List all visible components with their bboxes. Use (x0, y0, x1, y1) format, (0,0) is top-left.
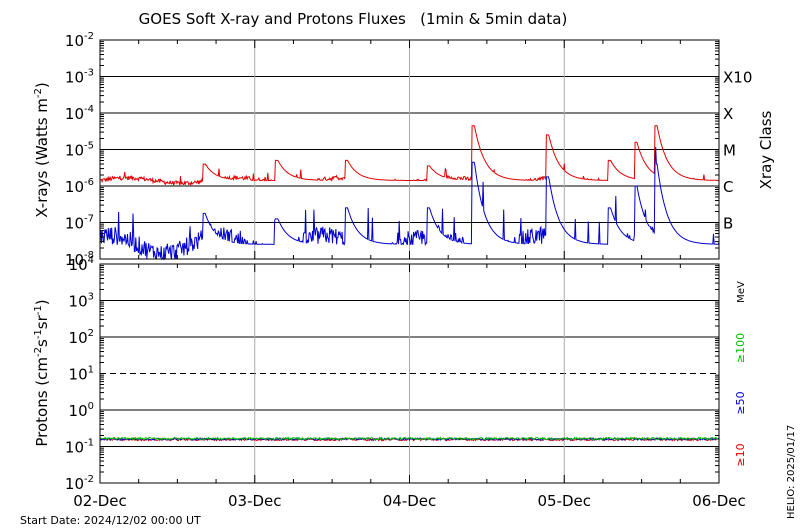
x-tick-label: 03-Dec (228, 492, 282, 510)
xray-class-label: M (723, 142, 736, 160)
xray-short-series (99, 147, 720, 261)
helio-date-label: HELIO: 2025/01/17 (786, 425, 797, 519)
x-axis-tick-labels: 02-Dec 03-Dec 04-Dec 05-Dec 06-Dec (73, 40, 746, 510)
proton-tick-label: 104 (69, 255, 94, 274)
xray-tick-label: 10-2 (65, 31, 94, 50)
proton-tick-label: 10-2 (65, 474, 94, 493)
xray-class-axis-title: Xray Class (757, 110, 775, 189)
proton-panel: 104 103 102 101 100 10-1 10-2 MeV ≥100 ≥50 ≥10 P… (33, 255, 747, 493)
xray-tick-label: 10-7 (65, 214, 94, 233)
proton-tick-label: 100 (69, 401, 94, 420)
xray-tick-label: 10-6 (65, 177, 94, 196)
chart-title: GOES Soft X-ray and Protons Fluxes (1min… (139, 10, 568, 28)
xray-class-label: X (723, 105, 733, 123)
xray-tick-label: 10-8 (65, 250, 94, 269)
proton-tick-label: 102 (69, 328, 94, 347)
proton-tick-label: 101 (69, 365, 94, 384)
xray-class-label: B (723, 215, 733, 233)
x-tick-label: 06-Dec (692, 492, 746, 510)
proton-tick-labels: 104 103 102 101 100 10-1 10-2 (65, 255, 719, 493)
xray-panel: 10-2 10-3 10-4 10-5 10-6 10-7 10-8 X10 X MC B Xra… (33, 31, 775, 269)
xray-day-gridlines (254, 40, 565, 259)
start-date-label: Start Date: 2024/12/02 00:00 UT (20, 514, 201, 527)
proton-tick-label: 10-1 (65, 438, 94, 457)
x-tick-label: 02-Dec (73, 492, 127, 510)
proton-energy-label: ≥10 (734, 443, 747, 466)
xray-ylabel: X-rays (Watts m-2) (33, 82, 51, 217)
proton-energy-label: ≥50 (734, 391, 747, 414)
xray-class-label: X10 (723, 69, 752, 87)
xray-series-group (99, 125, 720, 261)
x-tick-label: 04-Dec (383, 492, 437, 510)
proton-tick-label: 103 (69, 292, 94, 311)
x-tick-label: 05-Dec (537, 492, 591, 510)
proton-ylabel: Protons (cm-2s-1sr-1) (33, 299, 51, 446)
xray-tick-labels: 10-2 10-3 10-4 10-5 10-6 10-7 10-8 (65, 31, 719, 269)
xray-tick-label: 10-3 (65, 68, 94, 87)
xray-long-series (100, 125, 719, 187)
proton-energy-labels: ≥100 ≥50 ≥10 (734, 333, 747, 467)
xray-tick-label: 10-4 (65, 104, 94, 123)
proton-series-group (99, 436, 720, 442)
xray-class-label: C (723, 178, 733, 196)
xray-tick-label: 10-5 (65, 141, 94, 160)
proton-series-line (99, 436, 719, 441)
proton-day-gridlines (254, 264, 565, 483)
proton-unit-label: MeV (736, 281, 747, 303)
proton-energy-label: ≥100 (734, 333, 747, 363)
xray-class-labels: X10 X MC B (723, 69, 752, 233)
